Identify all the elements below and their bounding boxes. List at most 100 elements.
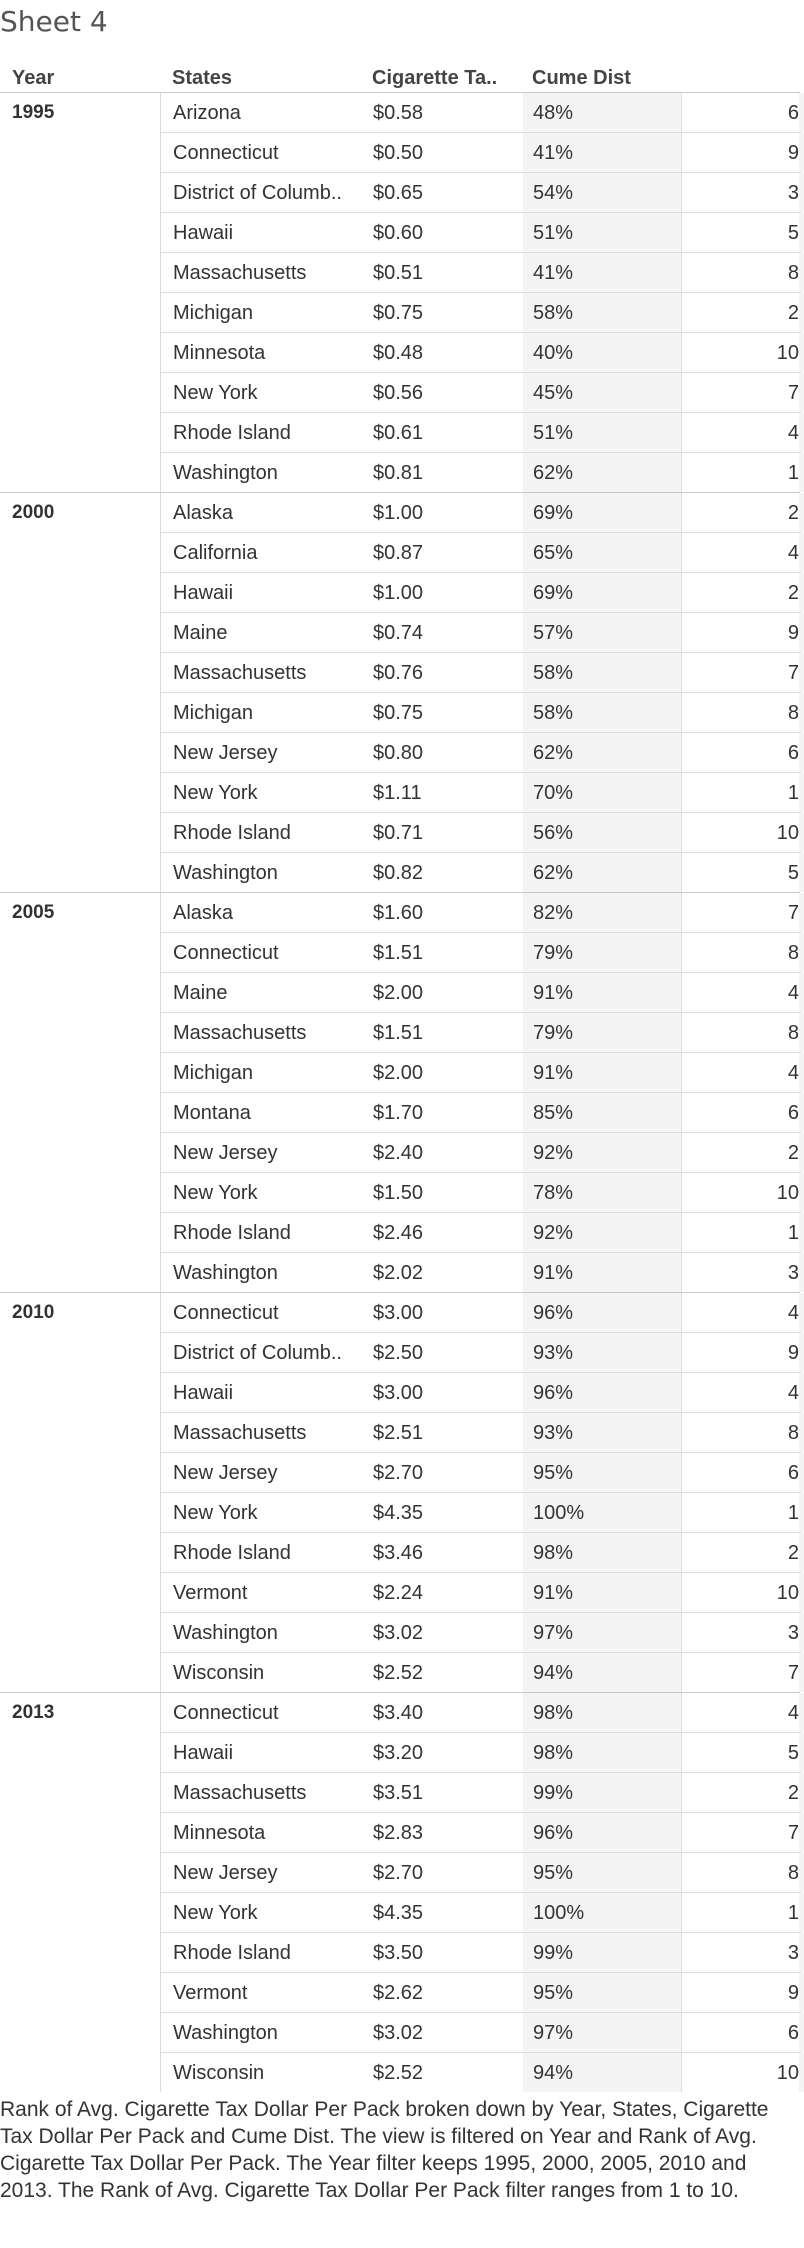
table-row[interactable]: Connecticut $3.40 98% 4 <box>161 1693 804 1733</box>
rank-cell: 2 <box>681 493 799 532</box>
table-row[interactable]: Michigan $0.75 58% 8 <box>161 693 804 733</box>
state-cell: Hawaii <box>173 1742 234 1764</box>
tax-cell: $0.58 <box>373 102 424 124</box>
year-label[interactable]: 2005 <box>12 902 55 923</box>
state-cell: Massachusetts <box>173 262 307 284</box>
table-row[interactable]: Wisconsin $2.52 94% 10 <box>161 2053 804 2092</box>
table-row[interactable]: New Jersey $2.70 95% 8 <box>161 1853 804 1893</box>
table-row[interactable]: Massachusetts $1.51 79% 8 <box>161 1013 804 1053</box>
table-row[interactable]: District of Columb.. $2.50 93% 9 <box>161 1333 804 1373</box>
table-row[interactable]: Rhode Island $0.61 51% 4 <box>161 413 804 453</box>
tax-cell: $2.50 <box>373 1342 424 1364</box>
table-row[interactable]: Washington $3.02 97% 6 <box>161 2013 804 2053</box>
table-row[interactable]: Alaska $1.60 82% 7 <box>161 893 804 933</box>
table-row[interactable]: New Jersey $0.80 62% 6 <box>161 733 804 773</box>
rank-cell: 8 <box>681 933 799 972</box>
tax-cell: $1.51 <box>373 942 424 964</box>
tax-cell: $0.65 <box>373 182 424 204</box>
table-row[interactable]: New York $0.56 45% 7 <box>161 373 804 413</box>
rank-cell: 9 <box>681 613 799 652</box>
table-row[interactable]: New York $1.50 78% 10 <box>161 1173 804 1213</box>
table-row[interactable]: New Jersey $2.70 95% 6 <box>161 1453 804 1493</box>
table-row[interactable]: New York $4.35 100% 1 <box>161 1893 804 1933</box>
tax-cell: $2.70 <box>373 1462 424 1484</box>
tax-cell: $3.50 <box>373 1942 424 1964</box>
table-row[interactable]: Wisconsin $2.52 94% 7 <box>161 1653 804 1692</box>
table-row[interactable]: Connecticut $1.51 79% 8 <box>161 933 804 973</box>
rank-cell: 2 <box>681 1533 799 1572</box>
table-row[interactable]: District of Columb.. $0.65 54% 3 <box>161 173 804 213</box>
table-row[interactable]: Arizona $0.58 48% 6 <box>161 93 804 133</box>
table-row[interactable]: Washington $0.81 62% 1 <box>161 453 804 492</box>
tax-cell: $2.00 <box>373 982 424 1004</box>
state-cell: Washington <box>173 1622 278 1644</box>
tax-cell: $2.02 <box>373 1262 424 1284</box>
table-row[interactable]: New York $4.35 100% 1 <box>161 1493 804 1533</box>
column-header-states[interactable]: States <box>172 67 233 89</box>
rank-cell: 8 <box>681 693 799 732</box>
tax-cell: $4.35 <box>373 1502 424 1524</box>
table-row[interactable]: Washington $0.82 62% 5 <box>161 853 804 892</box>
table-row[interactable]: Rhode Island $3.46 98% 2 <box>161 1533 804 1573</box>
year-label[interactable]: 2000 <box>12 502 55 523</box>
rank-cell: 6 <box>681 1453 799 1492</box>
table-row[interactable]: Alaska $1.00 69% 2 <box>161 493 804 533</box>
table-row[interactable]: New Jersey $2.40 92% 2 <box>161 1133 804 1173</box>
rank-cell: 7 <box>681 653 799 692</box>
state-cell: Massachusetts <box>173 1782 307 1804</box>
rank-cell: 2 <box>681 573 799 612</box>
year-label[interactable]: 2010 <box>12 1302 55 1323</box>
table-row[interactable]: Montana $1.70 85% 6 <box>161 1093 804 1133</box>
year-label[interactable]: 2013 <box>12 1702 55 1723</box>
tax-cell: $3.20 <box>373 1742 424 1764</box>
table-row[interactable]: Massachusetts $0.51 41% 8 <box>161 253 804 293</box>
table-row[interactable]: Hawaii $1.00 69% 2 <box>161 573 804 613</box>
tax-cell: $0.82 <box>373 862 424 884</box>
table-row[interactable]: Hawaii $3.20 98% 5 <box>161 1733 804 1773</box>
table-row[interactable]: Maine $0.74 57% 9 <box>161 613 804 653</box>
tax-cell: $1.00 <box>373 502 424 524</box>
table-row[interactable]: Connecticut $3.00 96% 4 <box>161 1293 804 1333</box>
state-cell: Massachusetts <box>173 1422 307 1444</box>
table-row[interactable]: Minnesota $2.83 96% 7 <box>161 1813 804 1853</box>
table-row[interactable]: Rhode Island $3.50 99% 3 <box>161 1933 804 1973</box>
table-row[interactable]: Massachusetts $0.76 58% 7 <box>161 653 804 693</box>
table-row[interactable]: New York $1.11 70% 1 <box>161 773 804 813</box>
state-cell: Minnesota <box>173 342 266 364</box>
year-rows: Connecticut $3.40 98% 4 Hawaii $3.20 98% 5 Massa… <box>160 1693 804 2092</box>
table-row[interactable]: Minnesota $0.48 40% 10 <box>161 333 804 373</box>
column-header-cume-dist[interactable]: Cume Dist <box>532 67 631 89</box>
sheet-title: Sheet 4 <box>0 5 108 38</box>
table-row[interactable]: Massachusetts $2.51 93% 8 <box>161 1413 804 1453</box>
table-row[interactable]: Maine $2.00 91% 4 <box>161 973 804 1013</box>
table-row[interactable]: Rhode Island $0.71 56% 10 <box>161 813 804 853</box>
rank-cell: 8 <box>681 1853 799 1892</box>
table-row[interactable]: Vermont $2.62 95% 9 <box>161 1973 804 2013</box>
table-row[interactable]: Massachusetts $3.51 99% 2 <box>161 1773 804 1813</box>
table-row[interactable]: Michigan $2.00 91% 4 <box>161 1053 804 1093</box>
rank-cell: 1 <box>681 1493 799 1532</box>
year-label[interactable]: 1995 <box>12 102 55 123</box>
tax-cell: $2.40 <box>373 1142 424 1164</box>
table-row[interactable]: Hawaii $3.00 96% 4 <box>161 1373 804 1413</box>
table-row[interactable]: Washington $3.02 97% 3 <box>161 1613 804 1653</box>
table-row[interactable]: Washington $2.02 91% 3 <box>161 1253 804 1292</box>
tax-cell: $3.51 <box>373 1782 424 1804</box>
state-cell: Rhode Island <box>173 422 291 444</box>
table-row[interactable]: Michigan $0.75 58% 2 <box>161 293 804 333</box>
table-row[interactable]: Vermont $2.24 91% 10 <box>161 1573 804 1613</box>
column-header-year[interactable]: Year <box>12 67 55 89</box>
year-rows: Arizona $0.58 48% 6 Connecticut $0.50 41% 9 Dist… <box>160 93 804 492</box>
table-row[interactable]: Connecticut $0.50 41% 9 <box>161 133 804 173</box>
rank-cell: 8 <box>681 1413 799 1452</box>
tax-cell: $1.70 <box>373 1102 424 1124</box>
table-row[interactable]: Hawaii $0.60 51% 5 <box>161 213 804 253</box>
state-cell: Hawaii <box>173 222 234 244</box>
table-row[interactable]: California $0.87 65% 4 <box>161 533 804 573</box>
column-header-cigarette-tax[interactable]: Cigarette Ta.. <box>372 67 498 89</box>
state-cell: Wisconsin <box>173 2062 265 2084</box>
table-row[interactable]: Rhode Island $2.46 92% 1 <box>161 1213 804 1253</box>
state-cell: Vermont <box>173 1582 248 1604</box>
state-cell: Maine <box>173 982 228 1004</box>
state-cell: Alaska <box>173 502 234 524</box>
